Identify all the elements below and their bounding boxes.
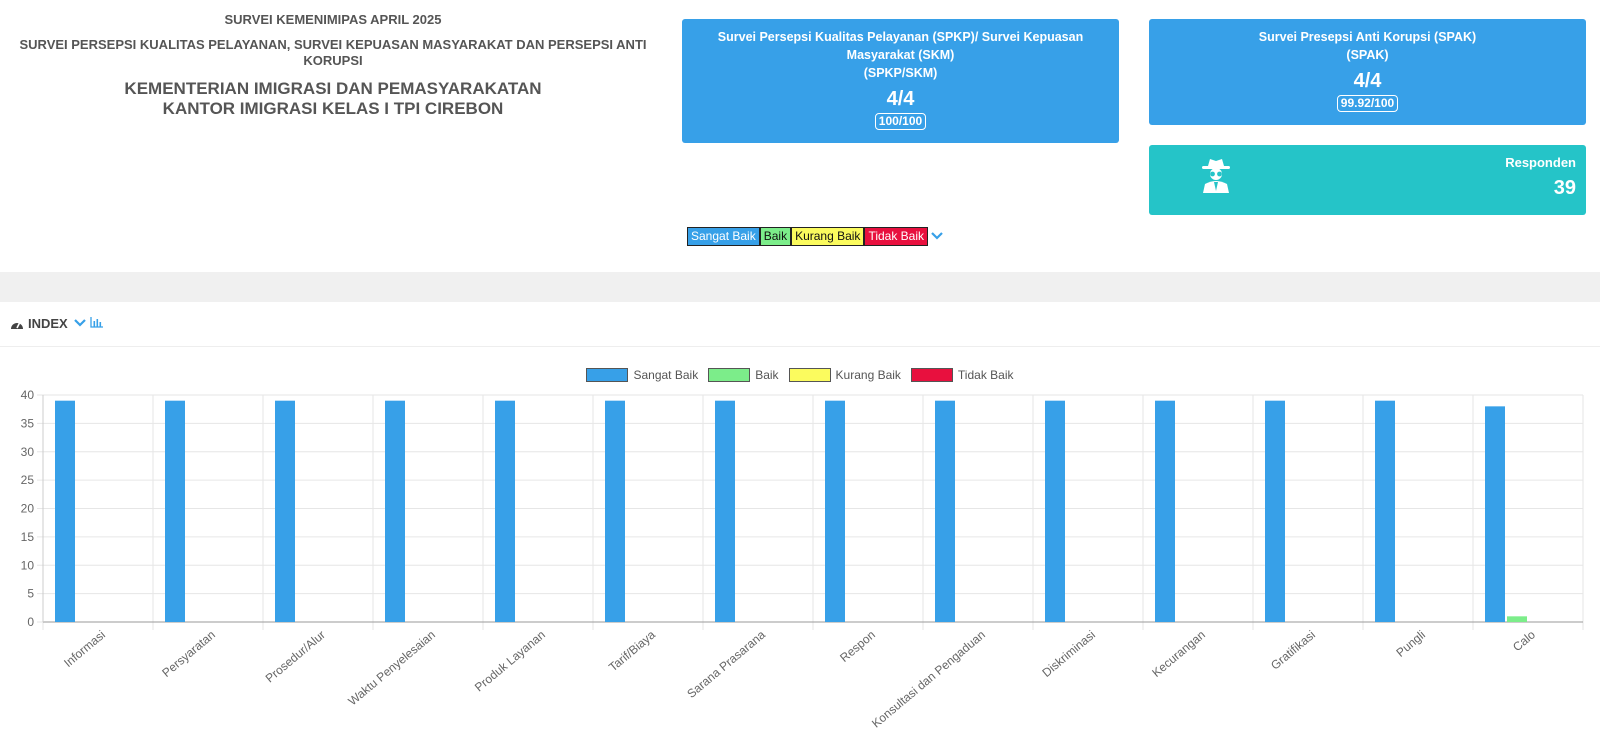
spkp-card-title: Survei Persepsi Kualitas Pelayanan (SPKP… <box>717 30 1084 62</box>
spkp-score-badge: 100/100 <box>874 113 927 130</box>
x-tick-label: Diskriminasi <box>1039 628 1098 680</box>
bar-sangat-baik <box>605 400 625 622</box>
bar-sangat-baik <box>275 400 295 622</box>
y-tick-label: 40 <box>21 388 35 402</box>
y-tick-label: 5 <box>27 587 34 601</box>
legend-sangat-baik: Sangat Baik <box>687 227 760 246</box>
x-tick-label: Gratifikasi <box>1268 628 1318 673</box>
spak-score: 4/4 <box>1353 70 1382 92</box>
x-tick-label: Sarana Prasarana <box>684 627 768 701</box>
responden-label: Responden <box>1505 155 1576 170</box>
page-heading: SURVEI KEMENIMIPAS APRIL 2025 SURVEI PER… <box>0 12 666 119</box>
bar-sangat-baik <box>1045 400 1065 622</box>
legend-baik: Baik <box>759 227 792 246</box>
y-tick-label: 20 <box>21 502 35 516</box>
bar-sangat-baik <box>1485 406 1505 622</box>
summary-section: SURVEI KEMENIMIPAS APRIL 2025 SURVEI PER… <box>0 0 1600 268</box>
chart-legend-item[interactable]: Sangat Baik <box>586 368 698 382</box>
x-tick-label: Pungli <box>1393 628 1428 660</box>
x-tick-label: Kecurangan <box>1149 628 1208 680</box>
spkp-score: 4/4 <box>886 88 915 110</box>
chevron-down-icon[interactable] <box>73 316 90 331</box>
x-tick-label: Konsultasi dan Pengaduan <box>869 628 988 731</box>
responden-card: Responden 39 <box>1149 145 1586 215</box>
y-tick-label: 10 <box>21 558 35 572</box>
spak-score-badge: 99.92/100 <box>1336 95 1399 112</box>
x-tick-label: Waktu Penyelesaian <box>345 628 437 709</box>
bar-sangat-baik <box>1265 400 1285 622</box>
x-tick-label: Persyaratan <box>159 628 218 680</box>
legend-swatch <box>586 368 629 382</box>
bar-sangat-baik <box>385 400 405 622</box>
chart-legend-label: Tidak Baik <box>957 368 1014 382</box>
legend-kurang-baik: Kurang Baik <box>791 227 865 246</box>
legend-swatch <box>788 368 831 382</box>
bar-sangat-baik <box>1155 400 1175 622</box>
chart-legend-label: Baik <box>755 368 779 382</box>
legend-swatch <box>910 368 953 382</box>
y-tick-label: 15 <box>21 530 35 544</box>
responden-count: 39 <box>1553 177 1576 199</box>
chart-legend-label: Kurang Baik <box>835 368 901 382</box>
legend-swatch <box>708 368 751 382</box>
y-tick-label: 35 <box>21 416 35 430</box>
bar-sangat-baik <box>825 400 845 622</box>
bar-chart-icon[interactable] <box>90 316 108 331</box>
y-tick-label: 25 <box>21 473 35 487</box>
spy-icon <box>1199 157 1233 198</box>
bar-sangat-baik <box>715 400 735 622</box>
chart-legend-item[interactable]: Baik <box>708 368 779 382</box>
chevron-down-icon[interactable] <box>931 230 943 244</box>
x-tick-label: Prosedur/Alur <box>263 628 328 686</box>
legend-tidak-baik: Tidak Baik <box>864 227 929 246</box>
chart-legend-item[interactable]: Kurang Baik <box>788 368 901 382</box>
spkp-skm-card: Survei Persepsi Kualitas Pelayanan (SPKP… <box>682 19 1119 143</box>
bar-sangat-baik <box>495 400 515 622</box>
spkp-card-subtitle: (SPKP/SKM) <box>863 66 938 80</box>
rating-legend: Sangat Baik Baik Kurang Baik Tidak Baik <box>687 227 943 246</box>
survey-period-title: SURVEI KEMENIMIPAS APRIL 2025 <box>224 12 442 27</box>
x-tick-label: Respon <box>837 628 878 665</box>
index-panel-header: INDEX <box>10 316 108 331</box>
chart-legend: Sangat Baik Baik Kurang Baik Tidak Baik <box>0 368 1600 382</box>
section-divider <box>0 272 1600 302</box>
office-name: KANTOR IMIGRASI KELAS I TPI CIREBON <box>162 99 504 118</box>
index-title: INDEX <box>28 316 68 331</box>
x-tick-label: Calo <box>1510 627 1538 654</box>
y-tick-label: 0 <box>27 615 34 629</box>
survey-description: SURVEI PERSEPSI KUALITAS PELAYANAN, SURV… <box>19 37 647 68</box>
chart-legend-item[interactable]: Tidak Baik <box>910 368 1014 382</box>
x-tick-label: Informasi <box>61 628 108 670</box>
x-tick-label: Produk Layanan <box>472 628 548 695</box>
dashboard-icon <box>11 321 23 329</box>
ministry-name: KEMENTERIAN IMIGRASI DAN PEMASYARAKATAN <box>124 79 542 98</box>
y-tick-label: 30 <box>21 445 35 459</box>
spak-card-title: Survei Presepsi Anti Korupsi (SPAK) <box>1258 30 1477 44</box>
bar-baik <box>1507 616 1527 622</box>
bar-sangat-baik <box>165 400 185 622</box>
bar-sangat-baik <box>935 400 955 622</box>
x-tick-label: Tarif/Biaya <box>606 627 658 674</box>
bar-sangat-baik <box>55 400 75 622</box>
chart-legend-label: Sangat Baik <box>633 368 699 382</box>
panel-header-line <box>0 346 1600 347</box>
bar-sangat-baik <box>1375 400 1395 622</box>
spak-card-subtitle: (SPAK) <box>1346 48 1389 62</box>
spak-card: Survei Presepsi Anti Korupsi (SPAK) (SPA… <box>1149 19 1586 125</box>
index-bar-chart: 0 5 10 15 20 25 30 35 40 Informasi Persyaratan Pros… <box>21 388 1584 731</box>
index-panel: INDEX Sangat Baik Baik Kurang Baik Tidak… <box>0 302 1600 748</box>
